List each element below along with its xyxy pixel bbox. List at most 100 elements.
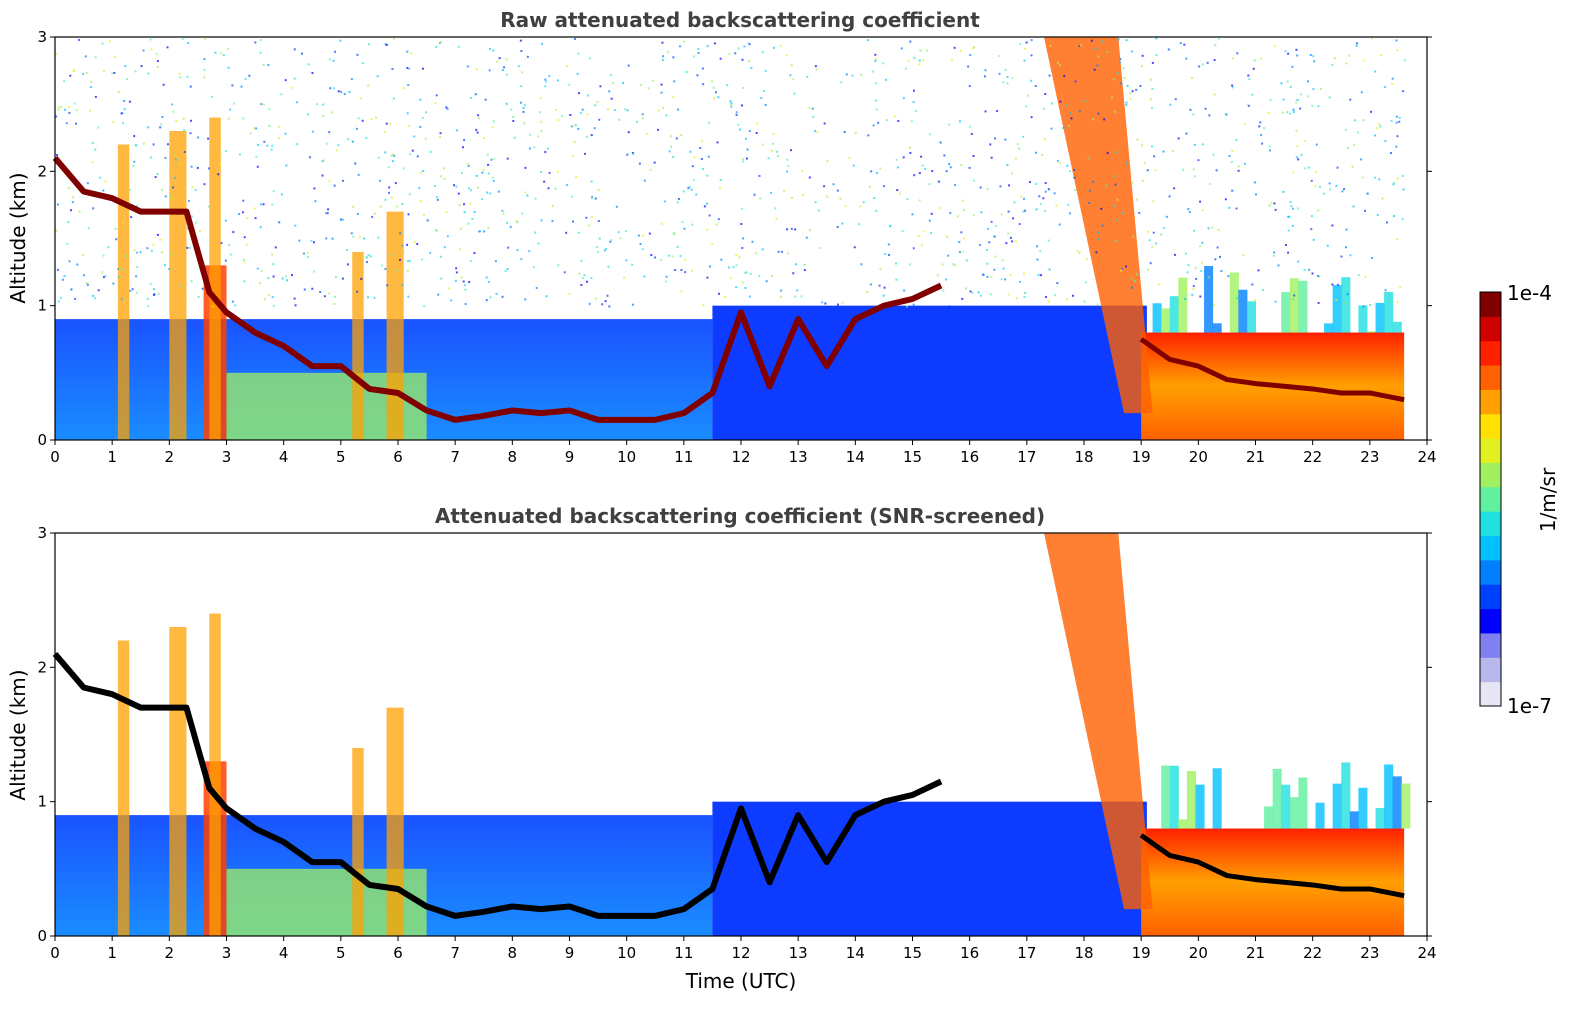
noise-speckle bbox=[741, 158, 744, 161]
noise-speckle bbox=[685, 71, 688, 74]
noise-speckle bbox=[902, 97, 905, 100]
noise-speckle bbox=[526, 194, 529, 197]
noise-speckle bbox=[632, 152, 635, 155]
noise-speckle bbox=[147, 72, 150, 75]
noise-speckle bbox=[1274, 300, 1277, 303]
noise-speckle bbox=[1136, 273, 1139, 276]
noise-speckle bbox=[114, 56, 117, 59]
noise-speckle bbox=[979, 294, 982, 297]
noise-speckle bbox=[391, 67, 394, 70]
noise-speckle bbox=[960, 164, 963, 167]
noise-speckle bbox=[111, 72, 114, 75]
noise-speckle bbox=[1313, 60, 1316, 63]
noise-speckle bbox=[741, 246, 744, 249]
noise-speckle bbox=[1115, 151, 1118, 154]
noise-speckle bbox=[1352, 205, 1355, 208]
noise-speckle bbox=[328, 180, 331, 183]
noise-speckle bbox=[645, 132, 648, 135]
noise-speckle bbox=[631, 263, 634, 266]
noise-speckle bbox=[153, 288, 156, 291]
noise-speckle bbox=[1268, 149, 1271, 152]
noise-speckle bbox=[1398, 116, 1401, 119]
noise-speckle bbox=[588, 224, 591, 227]
noise-speckle bbox=[1023, 197, 1026, 200]
noise-speckle bbox=[1351, 165, 1354, 168]
noise-speckle bbox=[357, 117, 360, 120]
noise-speckle bbox=[790, 64, 793, 67]
noise-speckle bbox=[993, 235, 996, 238]
noise-speckle bbox=[580, 259, 583, 262]
noise-speckle bbox=[266, 144, 269, 147]
noise-speckle bbox=[1174, 253, 1177, 256]
noise-speckle bbox=[1113, 110, 1116, 113]
noise-speckle bbox=[1212, 153, 1215, 156]
noise-speckle bbox=[61, 278, 64, 281]
noise-speckle bbox=[491, 126, 494, 129]
noise-speckle bbox=[183, 129, 186, 132]
noise-speckle bbox=[870, 170, 873, 173]
noise-speckle bbox=[883, 286, 886, 289]
noise-speckle bbox=[1312, 88, 1315, 91]
noise-speckle bbox=[468, 280, 471, 283]
noise-speckle bbox=[249, 132, 252, 135]
noise-speckle bbox=[606, 108, 609, 111]
noise-speckle bbox=[367, 296, 370, 299]
noise-speckle bbox=[285, 164, 288, 167]
colorbar-swatch bbox=[1480, 316, 1501, 342]
noise-speckle bbox=[1254, 193, 1257, 196]
noise-speckle bbox=[521, 212, 524, 215]
noise-speckle bbox=[737, 123, 740, 126]
noise-speckle bbox=[836, 303, 839, 306]
noise-speckle bbox=[745, 157, 748, 160]
noise-speckle bbox=[1119, 82, 1122, 85]
noise-speckle bbox=[1300, 93, 1303, 96]
noise-speckle bbox=[665, 275, 668, 278]
noise-speckle bbox=[672, 96, 675, 99]
noise-speckle bbox=[896, 166, 899, 169]
noise-speckle bbox=[458, 204, 461, 207]
panel-title: Attenuated backscattering coefficient (S… bbox=[435, 504, 1045, 528]
noise-speckle bbox=[907, 59, 910, 62]
noise-speckle bbox=[1329, 188, 1332, 191]
noise-speckle bbox=[1074, 80, 1077, 83]
noise-speckle bbox=[1011, 240, 1014, 243]
noise-speckle bbox=[263, 140, 266, 143]
noise-speckle bbox=[574, 124, 577, 127]
noise-speckle bbox=[701, 67, 704, 70]
noise-speckle bbox=[268, 125, 271, 128]
noise-speckle bbox=[968, 85, 971, 88]
noise-speckle bbox=[660, 258, 663, 261]
noise-speckle bbox=[392, 37, 395, 40]
noise-speckle bbox=[1020, 195, 1023, 198]
noise-speckle bbox=[89, 109, 92, 112]
noise-speckle bbox=[419, 125, 422, 128]
noise-speckle bbox=[1370, 256, 1373, 259]
noise-speckle bbox=[1363, 59, 1366, 62]
noise-speckle bbox=[520, 258, 523, 261]
screened-backscatter-panel: Attenuated backscattering coefficient (S… bbox=[6, 504, 1437, 993]
noise-speckle bbox=[379, 205, 382, 208]
noise-speckle bbox=[1242, 254, 1245, 257]
noise-speckle bbox=[557, 264, 560, 267]
noise-speckle bbox=[1171, 149, 1174, 152]
noise-speckle bbox=[489, 296, 492, 299]
colorbar-max-label: 1e-4 bbox=[1507, 281, 1552, 305]
noise-speckle bbox=[1198, 65, 1201, 68]
colorbar-frame bbox=[1479, 291, 1502, 707]
noise-speckle bbox=[1106, 50, 1109, 53]
noise-speckle bbox=[748, 60, 751, 63]
noise-speckle bbox=[667, 254, 670, 257]
noise-speckle bbox=[625, 259, 628, 262]
noise-speckle bbox=[233, 102, 236, 105]
noise-speckle bbox=[379, 179, 382, 182]
noise-speckle bbox=[713, 42, 716, 45]
noise-speckle bbox=[1151, 107, 1154, 110]
noise-speckle bbox=[102, 254, 105, 257]
noise-speckle bbox=[203, 58, 206, 61]
noise-speckle bbox=[1304, 167, 1307, 170]
noise-speckle bbox=[755, 252, 758, 255]
noise-speckle bbox=[123, 108, 126, 111]
noise-speckle bbox=[872, 124, 875, 127]
noise-speckle bbox=[463, 139, 466, 142]
noise-speckle bbox=[489, 47, 492, 50]
